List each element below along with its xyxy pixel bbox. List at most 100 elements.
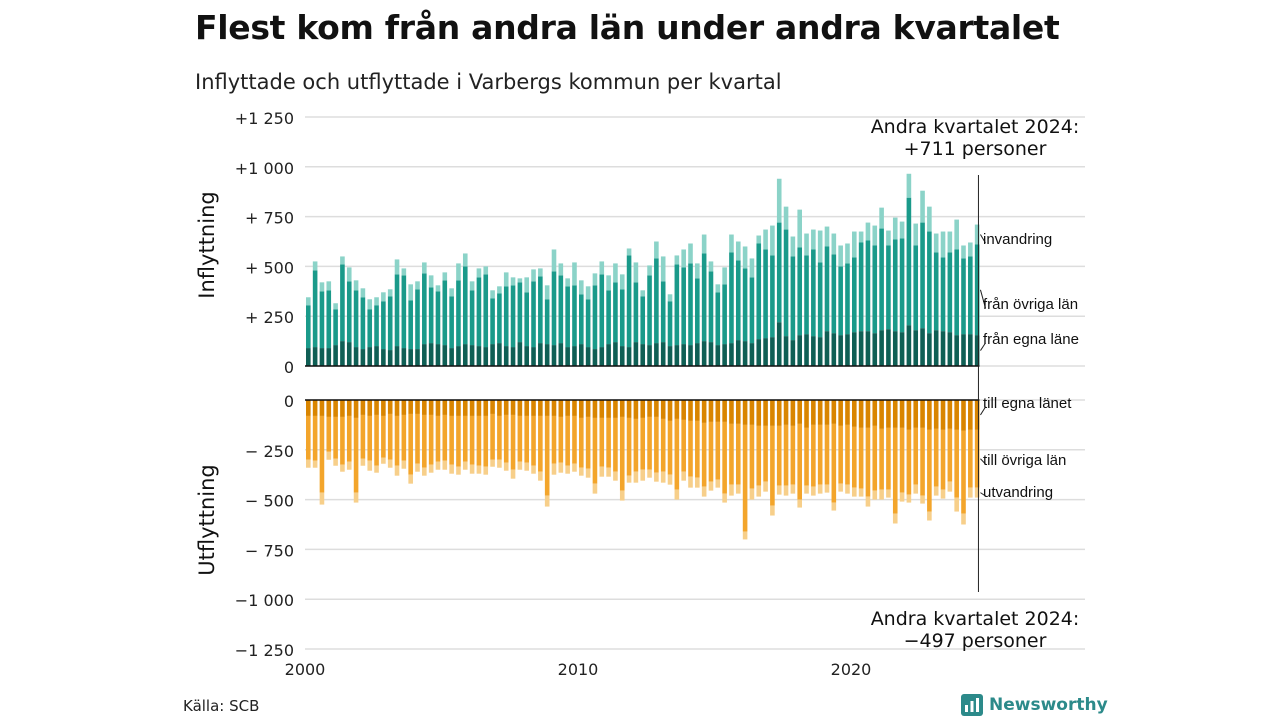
bar-inflyttning-in_imm-21 bbox=[449, 288, 454, 297]
bar-inflyttning-in_own-14 bbox=[401, 348, 407, 366]
bar-inflyttning-in_other-98 bbox=[974, 244, 980, 336]
bar-inflyttning-in_own-67 bbox=[763, 338, 768, 366]
y-tick-label-inflyttning-1: +1 000 bbox=[235, 159, 294, 178]
bar-inflyttning-in_other-79 bbox=[845, 263, 850, 335]
bar-utflyttning-out_emi-35 bbox=[544, 495, 550, 507]
bar-inflyttning-in_own-7 bbox=[353, 347, 359, 366]
bar-inflyttning-in_other-15 bbox=[408, 300, 413, 350]
bar-utflyttning-out_other-20 bbox=[442, 414, 448, 461]
bar-inflyttning-in_other-65 bbox=[749, 277, 755, 344]
bar-inflyttning-in_own-59 bbox=[708, 342, 714, 366]
bar-inflyttning-in_other-36 bbox=[551, 271, 557, 346]
bar-inflyttning-in_other-93 bbox=[940, 257, 946, 332]
bar-utflyttning-out_own-21 bbox=[449, 400, 454, 416]
bar-utflyttning-out_other-37 bbox=[558, 416, 564, 463]
bar-inflyttning-in_own-39 bbox=[572, 346, 577, 366]
bar-inflyttning-in_own-33 bbox=[531, 347, 536, 366]
bar-inflyttning-in_own-83 bbox=[872, 333, 878, 366]
bar-utflyttning-out_other-16 bbox=[415, 413, 420, 464]
bar-inflyttning-in_imm-74 bbox=[811, 229, 816, 250]
bar-utflyttning-out_emi-44 bbox=[606, 467, 611, 477]
annotation-inflyttning-line-1: +711 personer bbox=[904, 138, 1047, 160]
bar-utflyttning-out_own-51 bbox=[654, 400, 659, 417]
bar-inflyttning-in_imm-59 bbox=[708, 261, 714, 272]
bar-inflyttning-in_imm-40 bbox=[579, 280, 584, 295]
bar-utflyttning-out_emi-8 bbox=[360, 458, 366, 466]
bar-inflyttning-in_other-50 bbox=[647, 275, 652, 346]
bar-utflyttning-out_emi-40 bbox=[579, 467, 584, 476]
bar-inflyttning-in_imm-6 bbox=[346, 267, 352, 282]
bar-utflyttning-out_other-39 bbox=[572, 415, 577, 464]
bar-utflyttning-out_emi-28 bbox=[497, 459, 502, 468]
bar-utflyttning-out_own-91 bbox=[927, 400, 932, 430]
bar-utflyttning-out_emi-87 bbox=[899, 492, 905, 502]
bar-utflyttning-out_emi-86 bbox=[892, 513, 898, 524]
bar-inflyttning-in_other-2 bbox=[319, 291, 325, 349]
bar-inflyttning-in_imm-47 bbox=[626, 248, 632, 256]
bar-inflyttning-in_own-65 bbox=[749, 343, 755, 366]
bar-utflyttning-out_emi-52 bbox=[660, 471, 666, 483]
bar-inflyttning-in_own-77 bbox=[831, 333, 837, 366]
bar-utflyttning-out_other-96 bbox=[961, 430, 966, 514]
bar-utflyttning-out_other-21 bbox=[449, 415, 454, 465]
bar-utflyttning-out_emi-14 bbox=[401, 460, 407, 469]
bar-utflyttning-out_other-68 bbox=[770, 425, 775, 506]
bar-inflyttning-in_other-75 bbox=[817, 262, 823, 338]
bar-utflyttning-out_own-47 bbox=[626, 400, 632, 418]
bar-utflyttning-out_other-56 bbox=[688, 420, 693, 477]
bar-utflyttning-out_own-17 bbox=[422, 400, 427, 415]
bar-inflyttning-in_own-52 bbox=[660, 342, 666, 366]
bar-inflyttning-in_imm-5 bbox=[340, 256, 345, 265]
bar-inflyttning-in_imm-38 bbox=[565, 278, 570, 287]
bar-utflyttning-out_other-28 bbox=[497, 415, 502, 460]
bar-utflyttning-out_other-44 bbox=[606, 417, 611, 468]
bar-inflyttning-in_other-88 bbox=[906, 197, 912, 326]
bar-inflyttning-in_imm-25 bbox=[476, 268, 482, 278]
bar-inflyttning-in_own-24 bbox=[469, 345, 475, 366]
bar-utflyttning-out_own-94 bbox=[947, 400, 953, 429]
bar-inflyttning-in_own-34 bbox=[538, 343, 543, 366]
bar-utflyttning-out_own-85 bbox=[886, 400, 891, 428]
bar-utflyttning-out_other-85 bbox=[886, 427, 891, 490]
bar-inflyttning-in_imm-44 bbox=[606, 275, 611, 291]
bar-inflyttning-in_own-98 bbox=[974, 335, 980, 366]
bar-inflyttning-in_other-55 bbox=[681, 267, 686, 345]
bar-inflyttning-in_imm-60 bbox=[715, 284, 721, 293]
bar-inflyttning-in_other-72 bbox=[797, 247, 802, 336]
bar-inflyttning-in_imm-79 bbox=[845, 243, 850, 264]
bar-inflyttning-in_own-66 bbox=[756, 339, 762, 366]
bar-inflyttning-in_own-61 bbox=[722, 344, 727, 366]
bar-inflyttning-in_own-30 bbox=[510, 347, 516, 366]
brand-logo[interactable]: Newsworthy bbox=[961, 694, 1108, 716]
bar-utflyttning-out_emi-80 bbox=[852, 487, 857, 497]
bar-inflyttning-in_other-17 bbox=[422, 273, 427, 345]
bar-inflyttning-in_own-8 bbox=[360, 349, 366, 366]
bar-utflyttning-out_own-42 bbox=[592, 400, 598, 418]
bar-utflyttning-out_own-43 bbox=[599, 400, 605, 418]
bar-inflyttning-in_imm-90 bbox=[920, 190, 925, 223]
bar-utflyttning-out_other-51 bbox=[654, 416, 659, 473]
bar-inflyttning-in_own-55 bbox=[681, 344, 686, 366]
bar-inflyttning-in_imm-71 bbox=[790, 236, 796, 257]
bar-inflyttning-in_own-18 bbox=[428, 343, 434, 366]
x-tick-label-1: 2010 bbox=[558, 660, 599, 679]
bar-inflyttning-in_imm-12 bbox=[387, 289, 393, 297]
series-label-out_own: till egna länet bbox=[983, 395, 1072, 412]
bar-utflyttning-out_emi-22 bbox=[456, 466, 461, 475]
y-tick-label-inflyttning-4: + 250 bbox=[245, 308, 294, 327]
bar-utflyttning-out_emi-13 bbox=[394, 465, 400, 476]
bar-inflyttning-in_own-53 bbox=[667, 346, 673, 366]
bar-inflyttning-in_imm-53 bbox=[667, 294, 673, 302]
bar-utflyttning-out_emi-71 bbox=[790, 484, 796, 494]
bar-utflyttning-out_other-35 bbox=[544, 415, 550, 496]
bar-utflyttning-out_other-98 bbox=[974, 429, 980, 488]
bar-inflyttning-in_imm-72 bbox=[797, 209, 802, 248]
bar-utflyttning-out_emi-5 bbox=[340, 464, 345, 472]
bar-utflyttning-out_other-64 bbox=[742, 424, 748, 532]
annotation-utflyttning-line-0: Andra kvartalet 2024: bbox=[871, 608, 1080, 630]
bar-inflyttning-in_imm-81 bbox=[858, 231, 864, 243]
bar-inflyttning-in_imm-80 bbox=[852, 231, 857, 258]
bar-inflyttning-in_imm-13 bbox=[394, 259, 400, 275]
bar-utflyttning-out_own-9 bbox=[367, 400, 373, 416]
bar-inflyttning-in_own-87 bbox=[899, 332, 905, 366]
